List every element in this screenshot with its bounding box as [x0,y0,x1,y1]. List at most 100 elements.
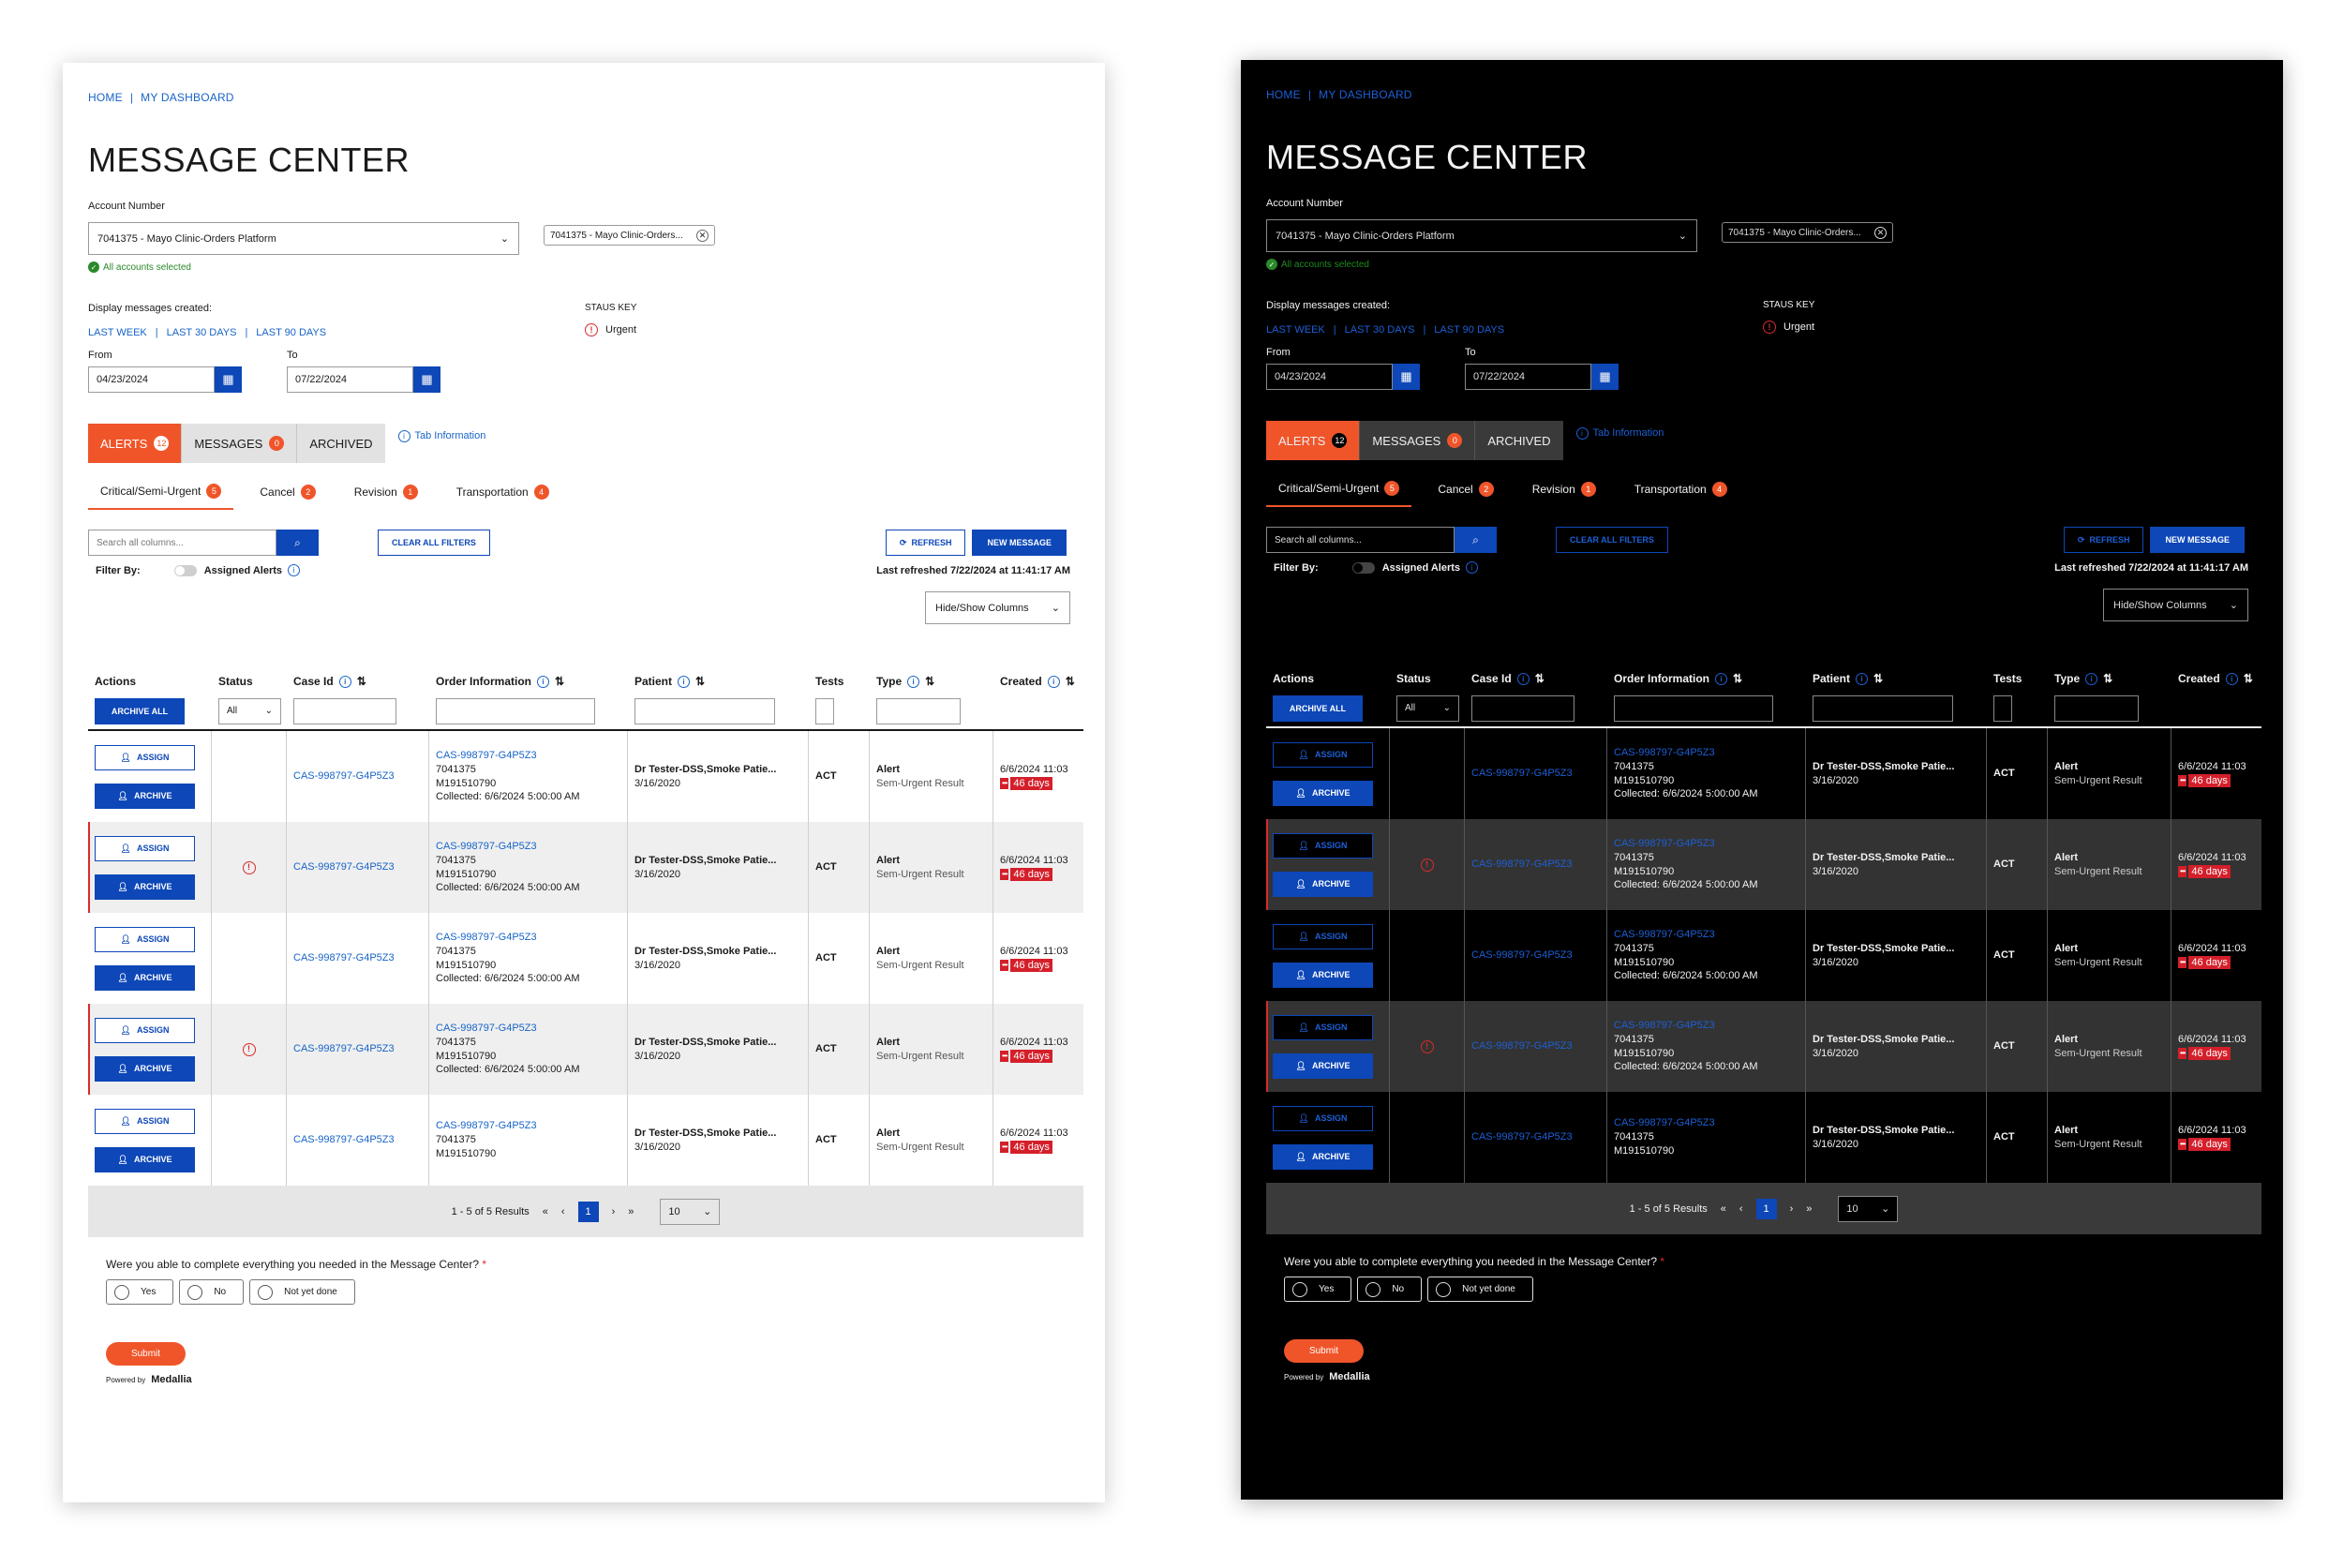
tab-alerts[interactable]: ALERTS 12 [1266,421,1360,460]
tab-alerts[interactable]: ALERTS 12 [88,424,182,463]
last-30-days-link[interactable]: LAST 30 DAYS [166,327,237,338]
search-input[interactable]: Search all columns... [88,530,276,556]
new-message-button[interactable]: NEW MESSAGE [2150,527,2245,553]
breadcrumb-home-link[interactable]: HOME [1266,88,1301,101]
last-30-days-link[interactable]: LAST 30 DAYS [1344,324,1415,336]
archive-button[interactable]: 👤︎ ARCHIVE [95,874,195,900]
subtab-critical[interactable]: Critical/Semi-Urgent 5 [1266,481,1412,507]
tests-filter-input[interactable] [1993,694,2012,722]
status-filter-select[interactable]: All ⌄ [218,697,281,724]
patient-filter-input[interactable] [634,697,775,724]
assigned-alerts-toggle[interactable] [173,564,197,576]
col-case-id[interactable]: Case Id i ⇅ [287,675,429,688]
order-id-link[interactable]: CAS-998797-G4P5Z3 [1614,837,1715,849]
col-created[interactable]: Created i ⇅ [993,675,1083,688]
to-date-input[interactable]: 07/22/2024 [287,366,413,393]
tab-information-link[interactable]: i Tab Information [1575,426,1664,440]
hide-show-columns-select[interactable]: Hide/Show Columns ⌄ [2103,589,2248,621]
last-90-days-link[interactable]: LAST 90 DAYS [1434,324,1505,336]
per-page-select[interactable]: 10 ⌄ [660,1198,721,1225]
order-id-link[interactable]: CAS-998797-G4P5Z3 [436,1022,537,1034]
submit-button[interactable]: Submit [106,1342,186,1366]
subtab-transportation[interactable]: Transportation 4 [1634,481,1739,507]
order-id-link[interactable]: CAS-998797-G4P5Z3 [436,749,537,761]
tab-messages[interactable]: MESSAGES 0 [181,424,297,463]
close-icon[interactable]: ✕ [1874,226,1887,239]
assign-button[interactable]: 👤︎ ASSIGN [1273,741,1373,768]
archive-button[interactable]: 👤︎ ARCHIVE [95,964,195,991]
calendar-icon[interactable]: ▦ [215,366,242,393]
col-type[interactable]: Type i ⇅ [2048,672,2171,685]
patient-filter-input[interactable] [1813,694,1953,722]
assign-button[interactable]: 👤︎ ASSIGN [95,744,195,770]
archive-button[interactable]: 👤︎ ARCHIVE [95,783,195,809]
tab-messages[interactable]: MESSAGES 0 [1359,421,1475,460]
new-message-button[interactable]: NEW MESSAGE [972,530,1067,556]
survey-option-no[interactable]: No [179,1279,245,1305]
survey-option-not-yet[interactable]: Not yet done [1427,1277,1533,1302]
refresh-button[interactable]: ⟳ REFRESH [885,530,966,556]
order-id-link[interactable]: CAS-998797-G4P5Z3 [436,1120,537,1132]
sort-icon[interactable]: ⇅ [1733,672,1743,685]
calendar-icon[interactable]: ▦ [413,366,440,393]
case-id-filter-input[interactable] [293,697,396,724]
sort-icon[interactable]: ⇅ [2103,672,2113,685]
calendar-icon[interactable]: ▦ [1393,364,1420,390]
page-number-button[interactable]: 1 [1755,1198,1777,1219]
sort-icon[interactable]: ⇅ [1534,672,1545,685]
order-info-filter-input[interactable] [436,697,595,724]
sort-icon[interactable]: ⇅ [1065,675,1075,688]
tests-filter-input[interactable] [815,697,834,724]
account-select[interactable]: 7041375 - Mayo Clinic-Orders Platform ⌄ [88,222,519,255]
survey-option-yes[interactable]: Yes [1284,1277,1352,1302]
survey-option-not-yet[interactable]: Not yet done [249,1279,355,1305]
search-icon[interactable]: ⌕ [1455,527,1497,553]
last-page-icon[interactable]: » [1806,1202,1813,1215]
archive-all-button[interactable]: ARCHIVE ALL [1273,694,1363,722]
submit-button[interactable]: Submit [1284,1339,1364,1363]
sort-icon[interactable]: ⇅ [2243,672,2253,685]
refresh-button[interactable]: ⟳ REFRESH [2063,527,2144,553]
archive-all-button[interactable]: ARCHIVE ALL [95,697,185,724]
survey-option-no[interactable]: No [1357,1277,1423,1302]
archive-button[interactable]: 👤︎ ARCHIVE [1273,780,1373,806]
case-id-link[interactable]: CAS-998797-G4P5Z3 [1471,1040,1573,1053]
hide-show-columns-select[interactable]: Hide/Show Columns ⌄ [925,591,1070,624]
col-type[interactable]: Type i ⇅ [870,675,993,688]
subtab-revision[interactable]: Revision 1 [354,484,430,510]
assign-button[interactable]: 👤︎ ASSIGN [1273,1014,1373,1040]
col-order-info[interactable]: Order Information i ⇅ [1607,672,1806,685]
subtab-critical[interactable]: Critical/Semi-Urgent 5 [88,484,234,510]
survey-option-yes[interactable]: Yes [106,1279,174,1305]
archive-button[interactable]: 👤︎ ARCHIVE [1273,1143,1373,1170]
assign-button[interactable]: 👤︎ ASSIGN [95,835,195,861]
sort-icon[interactable]: ⇅ [925,675,935,688]
order-id-link[interactable]: CAS-998797-G4P5Z3 [436,931,537,943]
sort-icon[interactable]: ⇅ [1873,672,1884,685]
first-page-icon[interactable]: « [1720,1202,1726,1215]
last-90-days-link[interactable]: LAST 90 DAYS [256,327,327,338]
subtab-cancel[interactable]: Cancel 2 [260,484,327,510]
case-id-link[interactable]: CAS-998797-G4P5Z3 [1471,1131,1573,1143]
calendar-icon[interactable]: ▦ [1591,364,1619,390]
case-id-link[interactable]: CAS-998797-G4P5Z3 [293,1134,395,1146]
sort-icon[interactable]: ⇅ [356,675,366,688]
first-page-icon[interactable]: « [542,1205,548,1217]
case-id-link[interactable]: CAS-998797-G4P5Z3 [293,952,395,964]
clear-all-filters-button[interactable]: CLEAR ALL FILTERS [378,530,490,556]
last-week-link[interactable]: LAST WEEK [1266,324,1325,336]
order-id-link[interactable]: CAS-998797-G4P5Z3 [1614,1117,1715,1129]
archive-button[interactable]: 👤︎ ARCHIVE [1273,1053,1373,1079]
assign-button[interactable]: 👤︎ ASSIGN [95,1017,195,1043]
search-input[interactable]: Search all columns... [1266,527,1455,553]
subtab-cancel[interactable]: Cancel 2 [1438,481,1505,507]
tab-information-link[interactable]: i Tab Information [397,429,485,442]
from-date-input[interactable]: 04/23/2024 [88,366,215,393]
assigned-alerts-toggle[interactable] [1351,561,1375,574]
breadcrumb-home-link[interactable]: HOME [88,91,123,104]
archive-button[interactable]: 👤︎ ARCHIVE [95,1055,195,1082]
tab-archived[interactable]: ARCHIVED [296,424,385,463]
last-week-link[interactable]: LAST WEEK [88,327,147,338]
assign-button[interactable]: 👤︎ ASSIGN [1273,1105,1373,1131]
prev-page-icon[interactable]: ‹ [1739,1202,1743,1215]
